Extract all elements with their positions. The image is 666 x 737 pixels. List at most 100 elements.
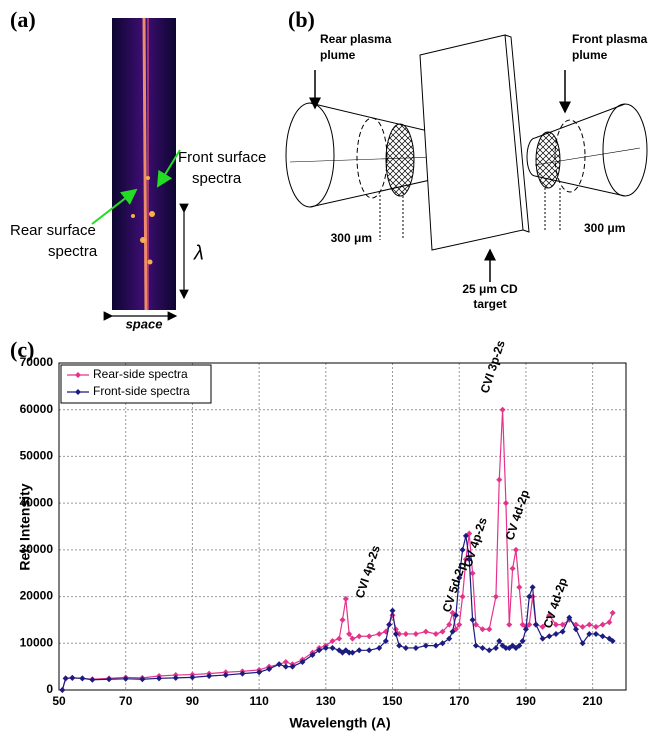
data-point [546,612,553,619]
data-point [462,532,469,539]
x-tick-label: 210 [583,694,603,708]
data-point [559,621,566,628]
data-point [492,593,499,600]
plot-frame [58,362,627,691]
y-axis-title: Rel. Intensity [17,483,33,570]
data-point [592,630,599,637]
legend-label: Rear-side spectra [93,367,188,381]
data-point [456,621,463,628]
data-point [282,663,289,670]
data-point [449,628,456,635]
legend-box [60,364,212,404]
data-point [62,675,69,682]
data-point [439,628,446,635]
hatched-section [535,131,561,189]
spectrum-line [142,17,148,311]
y-tick-label: 40000 [20,495,54,509]
data-point [59,687,66,693]
data-point [532,621,539,628]
data-point [349,635,356,642]
data-point [539,623,546,630]
data-point [392,626,399,633]
data-point [546,633,553,640]
data-point [502,644,509,651]
data-point [282,658,289,665]
data-point [412,630,419,637]
hatched-section [385,123,415,197]
y-tick-label: 10000 [20,635,54,649]
data-point [349,649,356,656]
annotation: CVI 3p-2s [478,338,508,395]
space-label: space [126,316,163,331]
data-point [559,628,566,635]
data-point [586,621,593,628]
data-point [276,661,283,668]
data-point [376,630,383,637]
annotation: CVI 4p-2s [353,543,383,600]
data-point [266,665,273,672]
data-point [402,644,409,651]
data-point [566,614,573,621]
data-point [392,630,399,637]
data-point [222,672,229,679]
data-point [106,676,113,683]
data-point [499,406,506,413]
data-point [606,619,613,626]
annotation: CV 4d-2p [503,488,532,542]
data-point [316,647,323,654]
data-point [496,637,503,644]
data-point [526,593,533,600]
section [554,119,586,193]
data-point [239,670,246,677]
data-point [432,642,439,649]
rear-plume-label: plume [320,48,356,62]
data-point [539,635,546,642]
data-point [322,644,329,651]
data-point [486,647,493,654]
y-tick-label: 20000 [20,589,54,603]
data-point [479,644,486,651]
dim-label: 300 μm [584,221,625,235]
data-point [206,672,213,679]
data-point [69,674,76,681]
x-tick-label: 50 [52,694,66,708]
data-point [366,647,373,654]
y-tick-label: 50000 [20,449,54,463]
data-point [552,621,559,628]
target-label: 25 μm CD [462,282,518,296]
data-point [512,546,519,553]
x-axis-title: Wavelength (A) [289,715,390,731]
front-plume-label: plume [572,48,608,62]
data-point [466,556,473,563]
data-point [422,628,429,635]
data-point [256,669,263,676]
data-point [402,630,409,637]
data-point [189,674,196,681]
lambda-label: λ [193,242,204,264]
panel-b: (b) Rear plasma plume Front plasma plume… [285,7,648,311]
data-point [439,640,446,647]
data-point [472,621,479,628]
data-point [579,640,586,647]
series-line [61,535,614,691]
data-point [122,675,129,682]
rear-plume-label: Rear plasma [320,32,392,46]
data-point [452,612,459,619]
data-point [339,616,346,623]
data-point [456,574,463,581]
target-edge [504,34,530,233]
data-point [329,644,336,651]
data-point [469,616,476,623]
legend-marker [75,389,81,395]
data-point [572,626,579,633]
section [356,117,388,199]
data-point [342,595,349,602]
data-point [519,637,526,644]
data-point [502,500,509,507]
target-plate [419,34,524,251]
spectra-spots [131,176,155,265]
data-point [346,630,353,637]
data-point [516,642,523,649]
legend: Rear-side spectra Front-side spectra [60,364,212,404]
arrow [91,188,138,225]
